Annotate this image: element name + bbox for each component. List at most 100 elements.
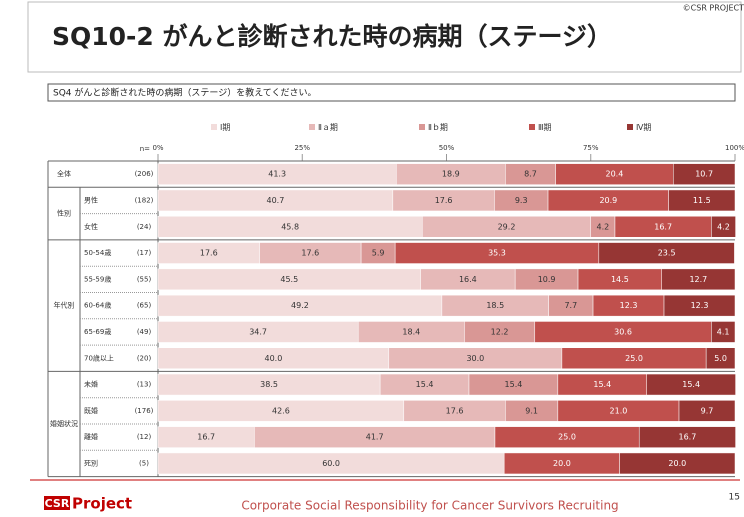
value-label: 21.0 [610,406,628,415]
value-label: 45.8 [281,222,299,231]
legend-swatch [309,124,315,130]
group-label: 年代別 [54,301,75,310]
category-label: 55-59歳 [84,274,111,283]
bar-segment [711,216,736,238]
value-label: 60.0 [322,459,340,468]
copyright: ©CSR PROJECT [683,4,744,13]
n-value: (24) [137,223,152,231]
legend-label: Ⅰ期 [220,123,230,132]
value-label: 30.6 [614,327,632,336]
bar-segment [598,242,735,264]
value-label: 40.7 [267,196,285,205]
logo-text: Project [72,495,132,513]
x-tick-label: 75% [583,144,599,152]
n-value: (176) [135,407,154,415]
value-label: 16.7 [197,433,215,442]
value-label: 15.4 [593,380,611,389]
value-label: 12.7 [689,275,707,284]
value-label: 41.3 [268,170,286,179]
group-label: 性別 [57,209,71,218]
value-label: 40.0 [264,354,282,363]
value-label: 8.7 [524,170,537,179]
value-label: 4.1 [717,327,730,336]
question-box [47,83,736,102]
legend-label: Ⅱａ期 [318,123,338,132]
bar-segment [663,294,736,317]
legend-swatch [627,124,633,130]
n-value: (182) [135,196,154,204]
title-frame [27,1,742,73]
bar-segment [661,268,736,291]
value-label: 18.4 [402,327,420,336]
value-label: 9.1 [525,406,538,415]
value-label: 9.3 [515,196,528,205]
value-label: 15.4 [505,380,523,389]
bar-segment [646,373,736,396]
question: SQ4 がんと診断された時の病期（ステージ）を教えてください。 [53,87,317,99]
category-label: 死別 [84,458,98,467]
x-tick-label: 25% [294,144,310,152]
n-value: (49) [137,328,152,336]
tagline: Corporate Social Responsibility for Canc… [241,499,618,513]
value-label: 20.0 [553,459,571,468]
value-label: 35.3 [488,249,506,258]
n-value: (65) [137,302,152,310]
n-value: (12) [137,433,152,441]
legend-label: Ⅲ期 [538,123,552,132]
x-tick-label: 0% [152,144,163,152]
title: SQ10-2 がんと診断された時の病期（ステージ） [52,22,612,51]
value-label: 41.7 [366,433,384,442]
value-label: 5.9 [372,249,385,258]
category-label: 女性 [84,222,98,231]
value-label: 12.2 [491,327,509,336]
x-tick-label: 100% [725,144,744,152]
n-value: (17) [137,249,152,257]
value-label: 4.2 [717,222,730,231]
value-label: 42.6 [272,406,290,415]
category-label: 65-69歳 [84,327,111,336]
legend-label: Ⅳ期 [636,123,651,132]
bar-segment [619,452,736,475]
legend-swatch [529,124,535,130]
bar-segment [668,189,736,212]
value-label: 12.3 [691,301,709,310]
value-label: 20.4 [606,170,624,179]
legend-swatch [419,124,425,130]
bar-segment [678,400,736,422]
category-label: 未婚 [84,380,98,389]
value-label: 16.7 [678,433,696,442]
value-label: 25.0 [625,354,643,363]
value-label: 10.7 [695,170,713,179]
value-label: 17.6 [301,249,319,258]
n-value: (55) [137,275,152,283]
category-label: 60-64歳 [84,301,111,310]
category-label: 70歳以上 [84,353,114,362]
value-label: 9.7 [701,406,714,415]
n-value: (206) [135,170,154,178]
n-value: (13) [137,381,152,389]
bar-segment [711,321,736,343]
value-label: 45.5 [280,275,298,284]
legend-swatch [211,124,217,130]
x-tick-label: 50% [439,144,455,152]
value-label: 11.5 [693,196,711,205]
page-number: 15 [729,493,740,503]
category-label: 離婚 [84,432,98,441]
value-label: 14.5 [611,275,629,284]
value-label: 18.5 [486,301,504,310]
value-label: 17.6 [446,406,464,415]
value-label: 7.7 [564,301,577,310]
value-label: 5.0 [714,354,727,363]
value-label: 4.2 [596,222,609,231]
value-label: 17.6 [200,249,218,258]
category-label: 全体 [57,169,71,178]
value-label: 12.3 [620,301,638,310]
value-label: 20.9 [599,196,617,205]
value-label: 29.2 [498,222,516,231]
logo-mark: CSR [45,497,70,510]
value-label: 34.7 [249,327,267,336]
bar-segment [705,347,736,369]
value-label: 10.9 [538,275,556,284]
value-label: 23.5 [658,249,676,258]
